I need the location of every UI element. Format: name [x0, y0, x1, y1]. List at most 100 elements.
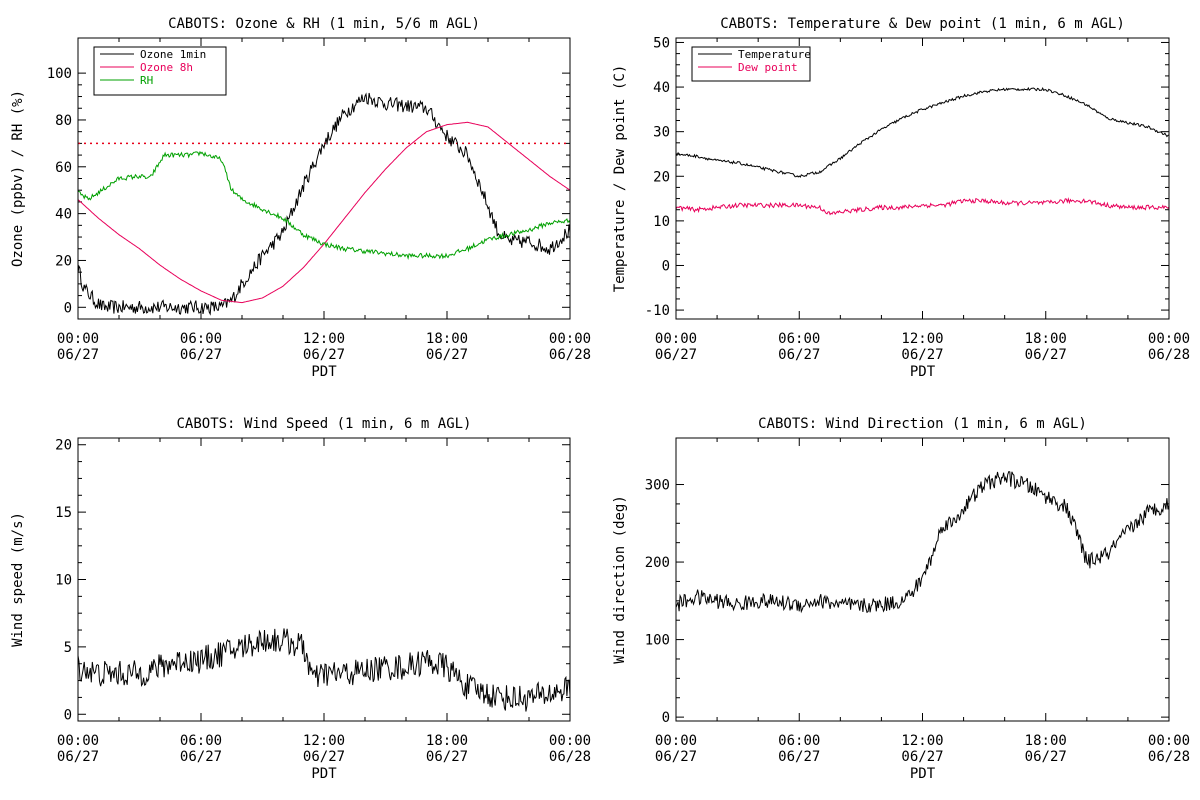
y-tick-label: 20	[653, 169, 670, 185]
x-tick-label-date: 06/27	[778, 347, 820, 363]
plot-area	[78, 92, 570, 316]
x-tick-label-time: 00:00	[549, 331, 591, 347]
y-tick-label: 50	[653, 35, 670, 51]
series-line-1	[78, 121, 570, 304]
x-tick-label-date: 06/27	[180, 749, 222, 765]
chart-title: CABOTS: Wind Direction (1 min, 6 m AGL)	[758, 416, 1087, 432]
x-tick-label-time: 18:00	[1025, 331, 1067, 347]
x-tick-label-date: 06/27	[655, 749, 697, 765]
panel-temp: CABOTS: Temperature & Dew point (1 min, …	[612, 16, 1190, 380]
y-tick-label: 20	[55, 253, 72, 269]
y-tick-label: 100	[645, 633, 670, 649]
legend-label: Dew point	[738, 61, 798, 74]
y-tick-label: 60	[55, 160, 72, 176]
panel-ozone: CABOTS: Ozone & RH (1 min, 5/6 m AGL) Ozo…	[10, 16, 591, 380]
x-tick-label-date: 06/27	[655, 347, 697, 363]
y-tick-label: 10	[653, 214, 670, 230]
plot-area	[676, 470, 1169, 614]
x-tick-label-time: 18:00	[426, 733, 468, 749]
x-axis-label: PDT	[910, 364, 936, 380]
x-tick-label-time: 12:00	[303, 331, 345, 347]
x-tick-label-time: 00:00	[1148, 733, 1190, 749]
x-tick-label-time: 12:00	[901, 733, 943, 749]
x-tick-label-time: 00:00	[57, 331, 99, 347]
chart-title: CABOTS: Temperature & Dew point (1 min, …	[720, 16, 1125, 32]
x-tick-label-date: 06/28	[549, 347, 591, 363]
series-line-1	[676, 197, 1169, 216]
y-tick-label: 5	[64, 640, 72, 656]
plot-area	[676, 86, 1169, 216]
x-tick-label-date: 06/27	[426, 749, 468, 765]
y-tick-label: 40	[55, 207, 72, 223]
plot-frame	[675, 437, 1170, 722]
chart-title: CABOTS: Ozone & RH (1 min, 5/6 m AGL)	[168, 16, 480, 32]
plot-frame	[675, 37, 1170, 320]
x-axis-label: PDT	[910, 766, 936, 782]
series-line-0	[78, 628, 570, 712]
x-tick-label-date: 06/27	[57, 749, 99, 765]
x-tick-label-date: 06/27	[57, 347, 99, 363]
legend-label: Ozone 1min	[140, 48, 206, 61]
y-tick-label: 0	[662, 258, 670, 274]
y-axis-label: Wind speed (m/s)	[10, 512, 26, 647]
series-line-0	[676, 86, 1169, 178]
x-tick-label-time: 00:00	[655, 733, 697, 749]
y-tick-label: 10	[55, 573, 72, 589]
legend-box	[691, 46, 811, 82]
plot-frame	[77, 37, 571, 320]
x-axis-label: PDT	[311, 364, 337, 380]
y-tick-label: 0	[64, 707, 72, 723]
y-tick-label: 80	[55, 113, 72, 129]
x-tick-label-date: 06/27	[1025, 749, 1067, 765]
y-tick-label: 300	[645, 478, 670, 494]
x-tick-label-time: 06:00	[180, 733, 222, 749]
plot-frame	[77, 437, 571, 722]
x-tick-label-time: 18:00	[426, 331, 468, 347]
x-tick-label-time: 12:00	[303, 733, 345, 749]
x-tick-label-date: 06/28	[1148, 347, 1190, 363]
x-tick-label-date: 06/27	[1025, 347, 1067, 363]
y-tick-label: 100	[47, 66, 72, 82]
y-tick-label: 0	[662, 710, 670, 726]
panel-wdir: CABOTS: Wind Direction (1 min, 6 m AGL) W…	[612, 416, 1190, 782]
x-tick-label-date: 06/27	[778, 749, 820, 765]
x-tick-label-date: 06/28	[1148, 749, 1190, 765]
chart-title: CABOTS: Wind Speed (1 min, 6 m AGL)	[176, 416, 471, 432]
legend-label: Ozone 8h	[140, 61, 193, 74]
x-tick-label-time: 00:00	[655, 331, 697, 347]
y-tick-label: 0	[64, 300, 72, 316]
x-tick-label-date: 06/28	[549, 749, 591, 765]
x-tick-label-time: 00:00	[1148, 331, 1190, 347]
x-axis-label: PDT	[311, 766, 337, 782]
series-line-0	[676, 470, 1169, 614]
y-axis-label: Wind direction (deg)	[612, 495, 628, 664]
legend-box	[93, 46, 227, 96]
legend-label: RH	[140, 74, 153, 87]
y-tick-label: 30	[653, 125, 670, 141]
x-tick-label-date: 06/27	[901, 347, 943, 363]
y-tick-label: 15	[55, 505, 72, 521]
y-tick-label: 200	[645, 555, 670, 571]
x-tick-label-date: 06/27	[303, 347, 345, 363]
x-tick-label-time: 12:00	[901, 331, 943, 347]
y-tick-label: 20	[55, 438, 72, 454]
panel-wspd: CABOTS: Wind Speed (1 min, 6 m AGL) Wind …	[10, 416, 591, 782]
x-tick-label-time: 00:00	[57, 733, 99, 749]
x-tick-label-date: 06/27	[426, 347, 468, 363]
y-tick-label: 40	[653, 80, 670, 96]
x-tick-label-time: 00:00	[549, 733, 591, 749]
series-line-0	[78, 92, 570, 316]
x-tick-label-time: 18:00	[1025, 733, 1067, 749]
y-axis-label: Temperature / Dew point (C)	[612, 65, 628, 293]
y-axis-label: Ozone (ppbv) / RH (%)	[10, 90, 26, 267]
x-tick-label-date: 06/27	[303, 749, 345, 765]
series-line-2	[78, 150, 570, 260]
x-tick-label-time: 06:00	[778, 733, 820, 749]
x-tick-label-time: 06:00	[778, 331, 820, 347]
x-tick-label-date: 06/27	[180, 347, 222, 363]
x-tick-label-date: 06/27	[901, 749, 943, 765]
y-tick-label: -10	[645, 303, 670, 319]
legend-label: Temperature	[738, 48, 811, 61]
x-tick-label-time: 06:00	[180, 331, 222, 347]
